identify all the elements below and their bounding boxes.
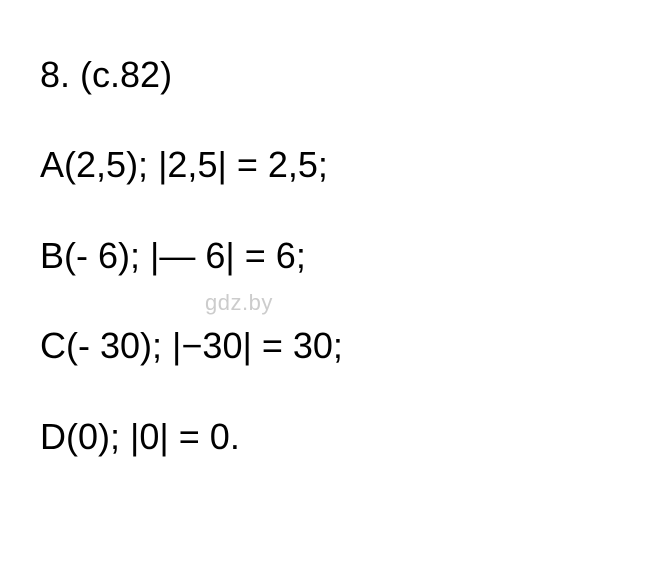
line-d: D(0); |0| = 0. <box>40 412 624 462</box>
result-b: 6 <box>276 235 296 276</box>
result-c: 30 <box>293 325 333 366</box>
line-a: A(2,5); |2,5| = 2,5; <box>40 140 624 190</box>
abs-a: |2,5| <box>158 144 227 185</box>
line-c: C(- 30); |−30| = 30; <box>40 321 624 371</box>
problem-number: 8. <box>40 54 70 95</box>
header-line: 8. (с.82) <box>40 50 624 100</box>
result-a: 2,5 <box>268 144 318 185</box>
point-c: C <box>40 325 66 366</box>
abs-d: |0| <box>130 416 169 457</box>
point-d: D <box>40 416 66 457</box>
point-a: A <box>40 144 64 185</box>
coord-d: 0 <box>78 416 98 457</box>
abs-b: |— 6| <box>150 235 235 276</box>
coord-b: - 6 <box>76 235 118 276</box>
coord-a: 2,5 <box>76 144 126 185</box>
line-b: B(- 6); |— 6| = 6; <box>40 231 624 281</box>
point-b: B <box>40 235 64 276</box>
coord-c: - 30 <box>78 325 140 366</box>
math-content: 8. (с.82) A(2,5); |2,5| = 2,5; B(- 6); |… <box>40 50 624 462</box>
result-d: 0 <box>210 416 230 457</box>
abs-c: |−30| <box>172 325 252 366</box>
page-reference: (с.82) <box>80 54 172 95</box>
